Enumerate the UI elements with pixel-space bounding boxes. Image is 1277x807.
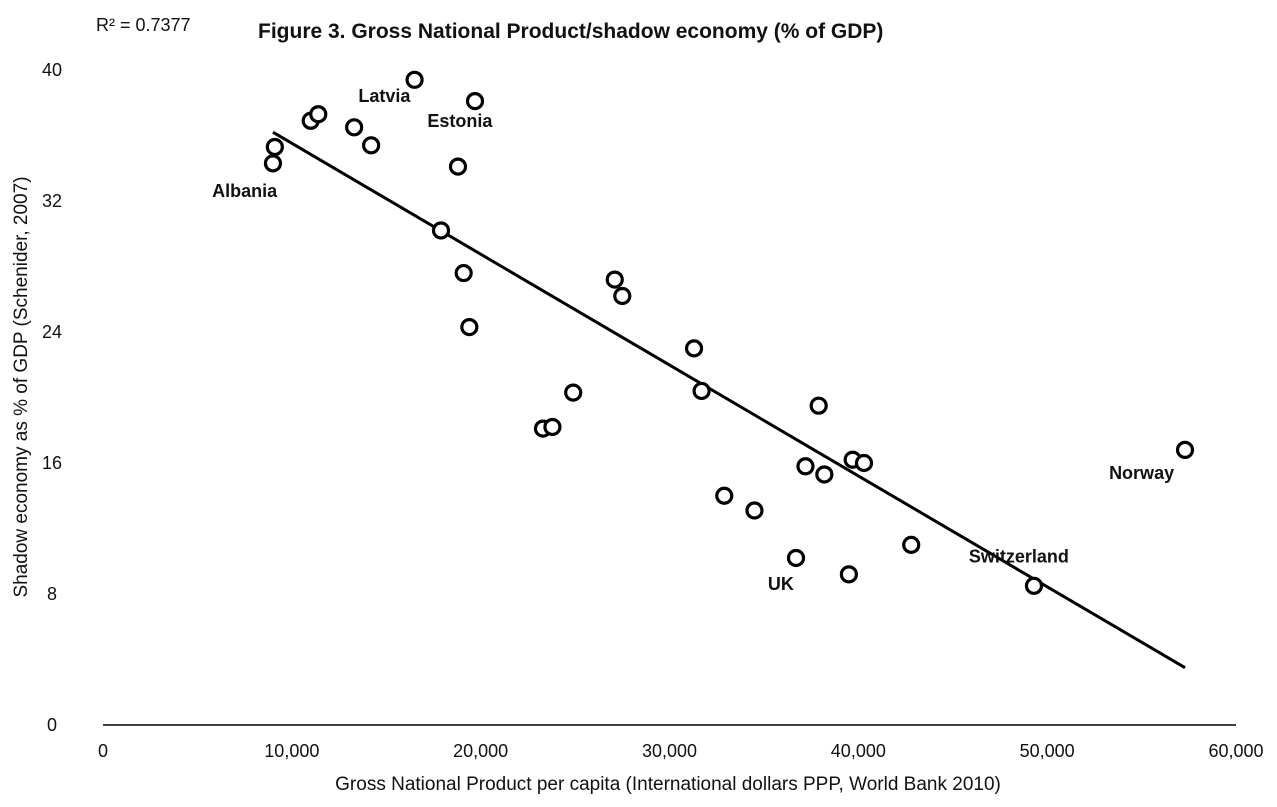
chart-title: Figure 3. Gross National Product/shadow … <box>258 20 883 43</box>
y-tick-label: 8 <box>47 584 57 604</box>
x-tick-label: 40,000 <box>831 741 886 761</box>
x-tick-label: 0 <box>98 741 108 761</box>
y-tick-label: 32 <box>42 191 62 211</box>
y-tick-label: 24 <box>42 322 62 342</box>
data-point <box>715 486 734 505</box>
r-squared-label: R² = 0.7377 <box>96 15 191 35</box>
data-point <box>431 221 451 240</box>
data-point <box>605 270 624 289</box>
data-point <box>454 263 473 283</box>
x-tick-label: 60,000 <box>1208 741 1263 761</box>
data-point <box>263 154 283 173</box>
country-label: Albania <box>212 181 278 201</box>
data-point <box>448 157 468 176</box>
data-point <box>786 548 806 568</box>
data-point <box>902 535 921 554</box>
trendline <box>272 130 1186 669</box>
data-point <box>405 70 424 89</box>
x-tick-label: 50,000 <box>1020 741 1075 761</box>
data-point <box>460 317 479 337</box>
data-point <box>839 565 858 584</box>
data-point <box>1024 576 1044 595</box>
data-point <box>265 137 284 157</box>
data-point <box>613 286 632 306</box>
data-point <box>692 381 711 401</box>
trendline-group <box>272 130 1186 669</box>
y-tick-label: 40 <box>42 60 62 80</box>
data-point <box>1175 440 1195 459</box>
data-point <box>815 465 834 484</box>
data-point <box>796 457 815 476</box>
x-tick-labels: 0 10,000 20,000 30,000 40,000 50,000 60,000 <box>98 741 1264 761</box>
data-point <box>465 92 485 111</box>
country-label: Switzerland <box>969 546 1069 566</box>
x-axis-title: Gross National Product per capita (Inter… <box>335 774 1001 795</box>
x-tick-label: 10,000 <box>264 741 319 761</box>
country-label: Estonia <box>427 111 493 131</box>
data-point <box>854 453 874 473</box>
x-tick-label: 30,000 <box>642 741 697 761</box>
country-annotations: Latvia Estonia Albania Norway Switzerland UK <box>212 86 1174 594</box>
data-point <box>684 339 704 358</box>
y-tick-labels: 0 8 16 24 32 40 <box>42 60 62 735</box>
data-point <box>564 383 583 402</box>
y-axis-title: Shadow economy as % of GDP (Schenider, 2… <box>11 176 32 597</box>
data-point <box>543 417 562 437</box>
data-point <box>362 136 381 155</box>
data-point <box>809 396 828 415</box>
country-label: UK <box>768 574 794 594</box>
x-tick-label: 20,000 <box>453 741 508 761</box>
data-point <box>309 105 328 124</box>
data-point <box>345 118 364 137</box>
data-points <box>263 70 1195 595</box>
country-label: Latvia <box>358 86 411 106</box>
y-tick-label: 16 <box>42 453 62 473</box>
country-label: Norway <box>1109 463 1174 483</box>
y-tick-label: 0 <box>47 715 57 735</box>
data-point <box>745 501 764 520</box>
